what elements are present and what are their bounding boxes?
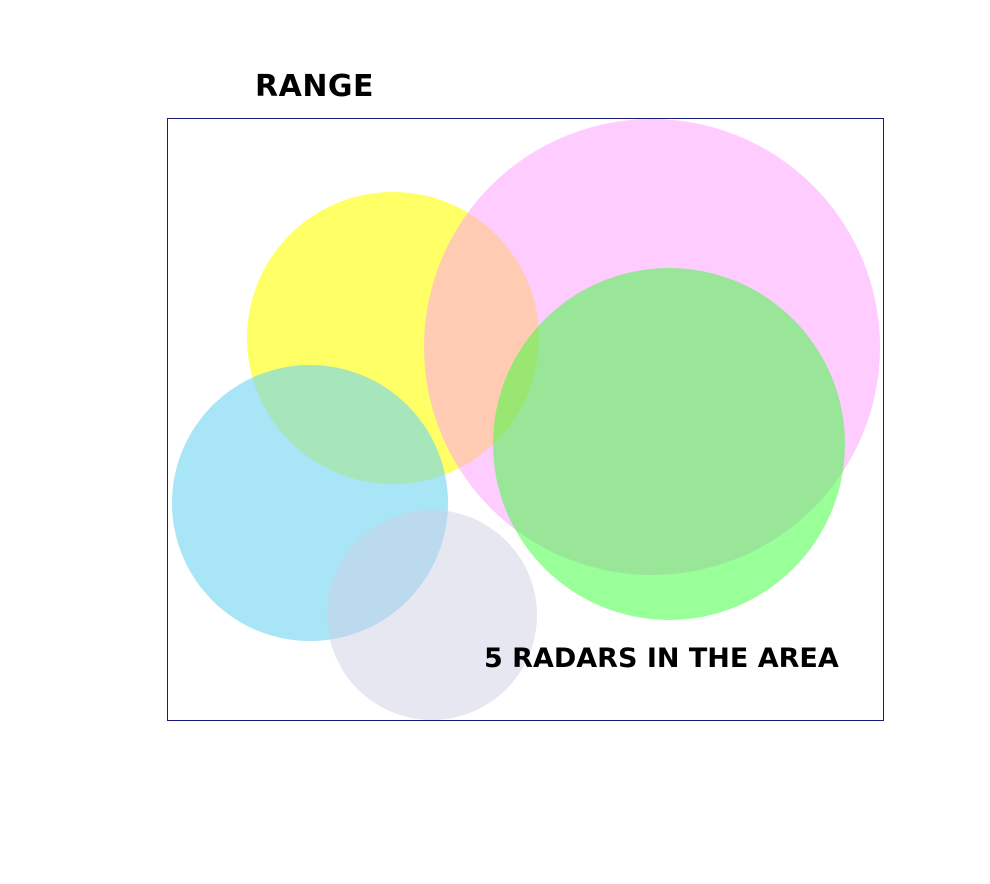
diagram-caption: 5 RADARS IN THE AREA — [484, 643, 839, 674]
radar-range-green — [493, 268, 845, 620]
diagram-title: RANGE — [255, 69, 375, 104]
radar-range-lavender — [327, 510, 537, 720]
